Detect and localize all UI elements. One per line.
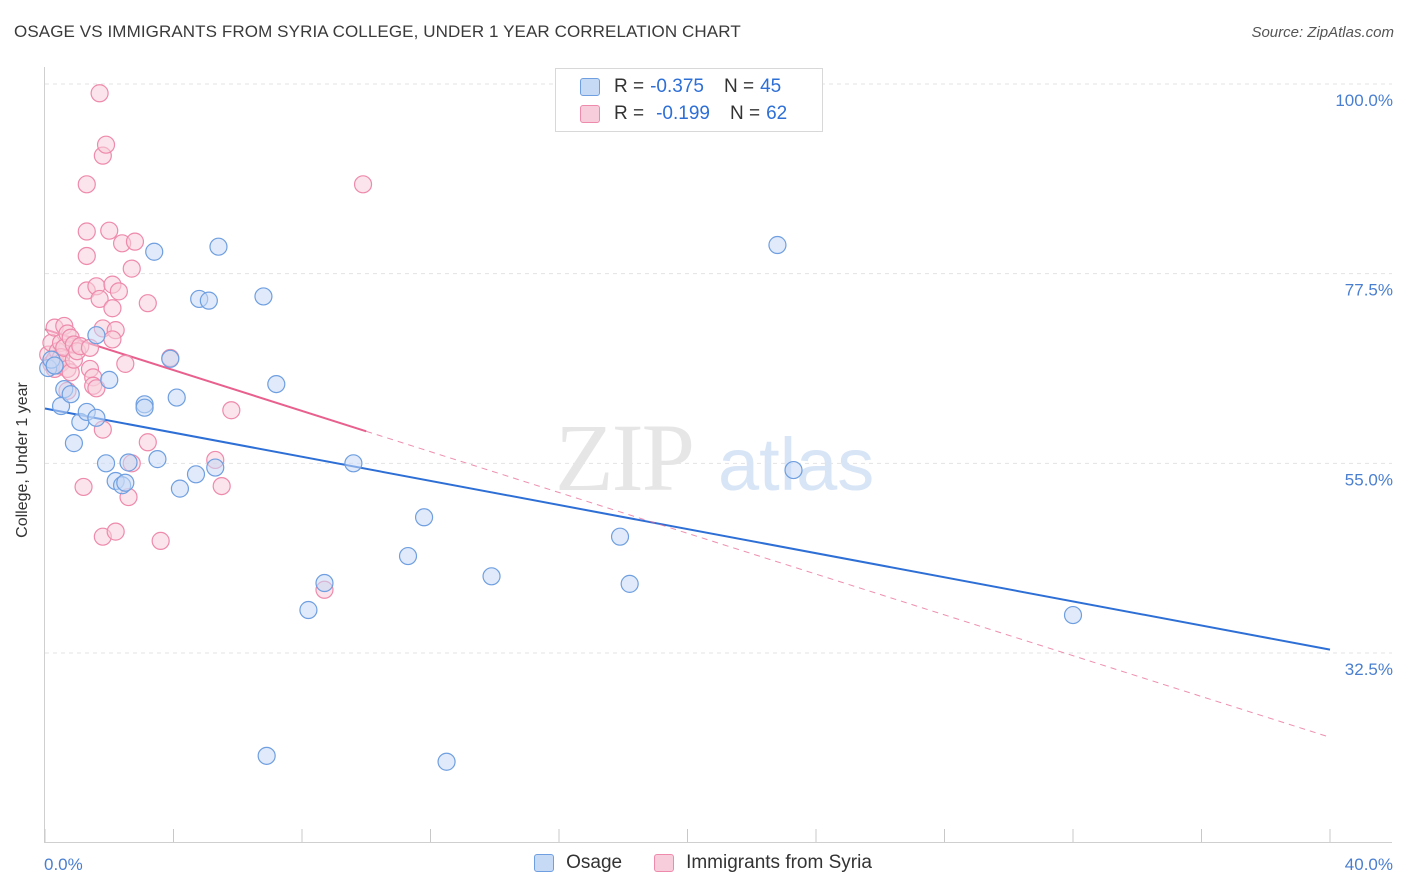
osage-point [784, 460, 803, 480]
osage-point [45, 356, 64, 375]
legend-label-osage: Osage [566, 852, 623, 873]
gridlines [45, 83, 1392, 654]
syria-swatch [580, 105, 600, 123]
syria-swatch [654, 854, 675, 872]
data-points [39, 84, 1083, 771]
legend-row-osage: R = -0.375 N = 45 [580, 75, 781, 99]
osage-point [209, 237, 228, 256]
osage-point [254, 287, 273, 306]
osage-point [61, 385, 80, 404]
osage-swatch [580, 78, 600, 96]
osage-point [87, 326, 106, 345]
syria-point [77, 246, 96, 266]
osage-point [768, 235, 787, 255]
watermark: ZIP atlas [555, 404, 874, 511]
syria-point [125, 232, 145, 251]
osage-trend-line [44, 407, 1331, 651]
syria-point [109, 282, 128, 301]
osage-point [170, 479, 190, 498]
syria-point [212, 476, 231, 496]
syria-point [106, 522, 125, 541]
n-value-osage: 45 [760, 76, 782, 97]
tick-labels: 32.5% 55.0% 77.5% 100.0% 0.0% 40.0% [44, 91, 1393, 874]
osage-point [135, 398, 154, 417]
y-tick-label: 77.5% [1345, 281, 1393, 300]
osage-point [344, 454, 363, 473]
osage-point [87, 408, 106, 427]
osage-point [199, 291, 218, 310]
legend-label-syria: Immigrants from Syria [686, 852, 872, 873]
osage-point [610, 527, 630, 546]
osage-point [398, 546, 418, 566]
osage-point [437, 752, 456, 771]
y-tick-label: 100.0% [1335, 91, 1393, 110]
correlation-legend: R = -0.375 N = 45 R = -0.199 N = 62 [555, 68, 823, 132]
axes [44, 67, 1392, 843]
n-label: N = [723, 76, 755, 97]
syria-point [87, 379, 106, 398]
syria-point [138, 294, 157, 313]
source-attribution: Source: ZipAtlas.com [1251, 24, 1394, 41]
osage-point [161, 349, 180, 368]
syria-point [77, 175, 96, 194]
syria-point [103, 330, 122, 349]
r-value-osage: -0.375 [650, 76, 704, 97]
n-value-syria: 62 [766, 103, 788, 124]
osage-point [1063, 605, 1083, 625]
x-tick-label: 0.0% [44, 855, 83, 874]
x-tick-label: 40.0% [1345, 855, 1393, 874]
syria-point [100, 221, 119, 240]
chart-title: OSAGE VS IMMIGRANTS FROM SYRIA COLLEGE, … [14, 22, 741, 41]
syria-point [77, 222, 96, 241]
osage-point [148, 450, 167, 469]
syria-trend-line-extended [366, 430, 1331, 738]
syria-point [103, 299, 122, 318]
series-legend: Osage Immigrants from Syria [0, 852, 1406, 874]
osage-point [299, 600, 318, 620]
legend-row-syria: R = -0.199 N = 62 [580, 102, 787, 126]
syria-point [151, 531, 170, 550]
y-tick-label: 32.5% [1345, 660, 1393, 679]
syria-point [222, 401, 241, 420]
osage-point [482, 567, 501, 586]
osage-swatch [534, 854, 555, 872]
osage-point [186, 465, 206, 484]
osage-point [206, 458, 225, 477]
osage-point [145, 242, 164, 261]
r-label: R = [614, 103, 645, 124]
syria-point [122, 259, 141, 278]
syria-point [90, 84, 109, 103]
osage-point [100, 370, 119, 389]
syria-point [90, 289, 109, 309]
syria-point [74, 477, 93, 497]
r-value-syria: -0.199 [656, 103, 710, 124]
syria-point [96, 135, 116, 154]
osage-point [414, 508, 434, 527]
osage-point [96, 454, 116, 473]
syria-point [116, 354, 135, 373]
trend-lines [44, 328, 1331, 738]
y-tick-label: 55.0% [1345, 470, 1393, 489]
legend-item-syria: Immigrants from Syria [654, 852, 872, 874]
osage-point [116, 473, 135, 492]
osage-point [315, 573, 334, 593]
watermark-zip: ZIP [555, 404, 693, 511]
osage-point [64, 434, 84, 453]
r-label: R = [614, 76, 645, 97]
legend-item-osage: Osage [534, 852, 622, 874]
osage-point [257, 746, 276, 765]
syria-point [138, 433, 157, 452]
osage-point [620, 574, 639, 593]
syria-point [353, 175, 373, 194]
n-label: N = [729, 103, 761, 124]
osage-point [119, 453, 138, 472]
osage-point [267, 374, 286, 394]
osage-point [167, 388, 186, 407]
